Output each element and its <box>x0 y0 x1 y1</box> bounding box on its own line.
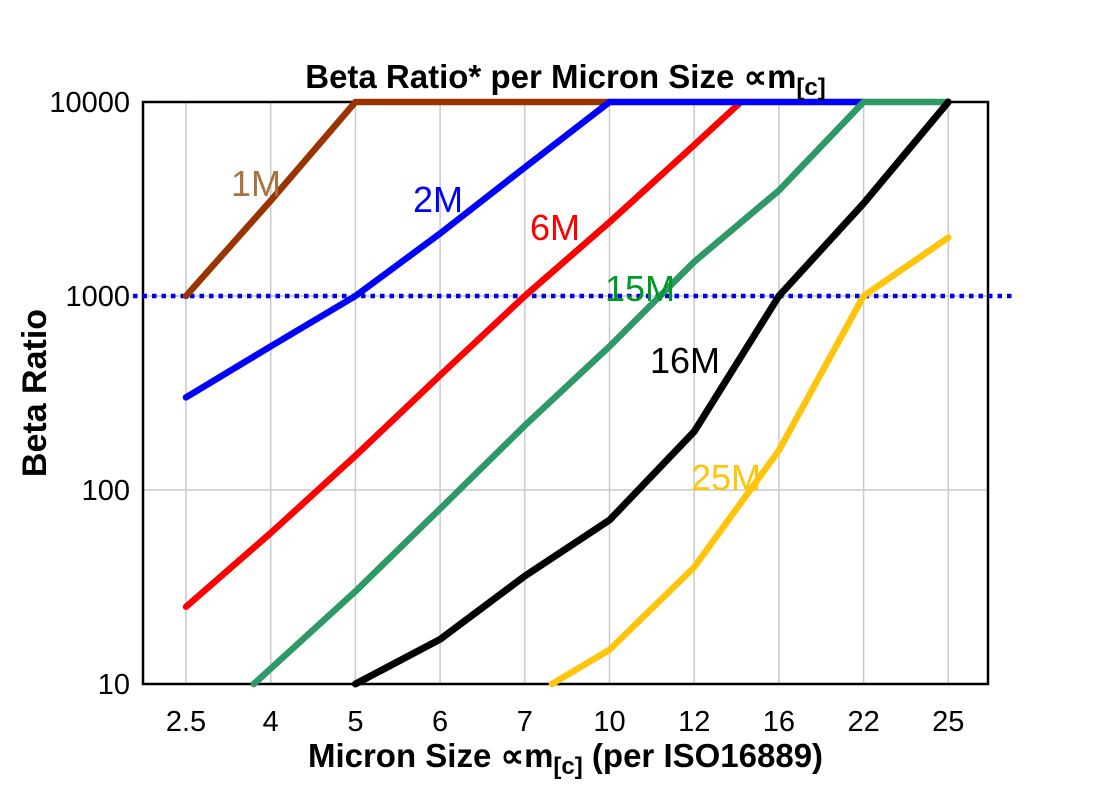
y-tick-label-10: 10 <box>98 669 130 701</box>
x-tick-label-7: 7 <box>517 706 533 738</box>
x-axis-title-tail: (per ISO16889) <box>582 737 824 774</box>
series-label-15M: 15M <box>605 268 675 309</box>
x-tick-label-16: 16 <box>763 706 795 738</box>
x-tick-label-25: 25 <box>932 706 964 738</box>
x-tick-label-5: 5 <box>347 706 363 738</box>
series-label-6M: 6M <box>530 207 580 248</box>
x-tick-label-6: 6 <box>432 706 448 738</box>
series-line-2M <box>182 98 867 401</box>
series-line-1M <box>182 98 613 300</box>
series-label-25M: 25M <box>691 457 761 498</box>
x-tick-label-10: 10 <box>593 706 625 738</box>
y-tick-label-100: 100 <box>82 475 130 507</box>
chart-title-text: Beta Ratio* per Micron Size ∝m <box>305 58 797 95</box>
x-tick-label-12: 12 <box>678 706 710 738</box>
x-tick-label-4: 4 <box>263 706 279 738</box>
series-line-6M <box>182 98 745 611</box>
series-line-16M <box>351 98 952 688</box>
x-axis-title-subscript: [c] <box>553 753 583 780</box>
y-tick-label-10000: 10000 <box>49 87 130 119</box>
x-axis-title-text: Micron Size ∝m <box>307 737 554 774</box>
x-tick-label-22: 22 <box>847 706 879 738</box>
series-line-15M <box>250 98 952 688</box>
y-tick-label-1000: 1000 <box>65 281 130 313</box>
x-axis-title: Micron Size ∝m[c] (per ISO16889) <box>143 736 988 781</box>
y-axis-title: Beta Ratio <box>16 308 54 478</box>
series-label-2M: 2M <box>413 179 463 220</box>
x-tick-label-2.5: 2.5 <box>166 706 206 738</box>
chart-title: Beta Ratio* per Micron Size ∝m[c] <box>143 57 988 102</box>
chart-title-subscript: [c] <box>796 74 826 101</box>
series-label-16M: 16M <box>650 340 720 381</box>
series-line-25M <box>548 234 952 688</box>
series-label-1M: 1M <box>231 163 281 204</box>
